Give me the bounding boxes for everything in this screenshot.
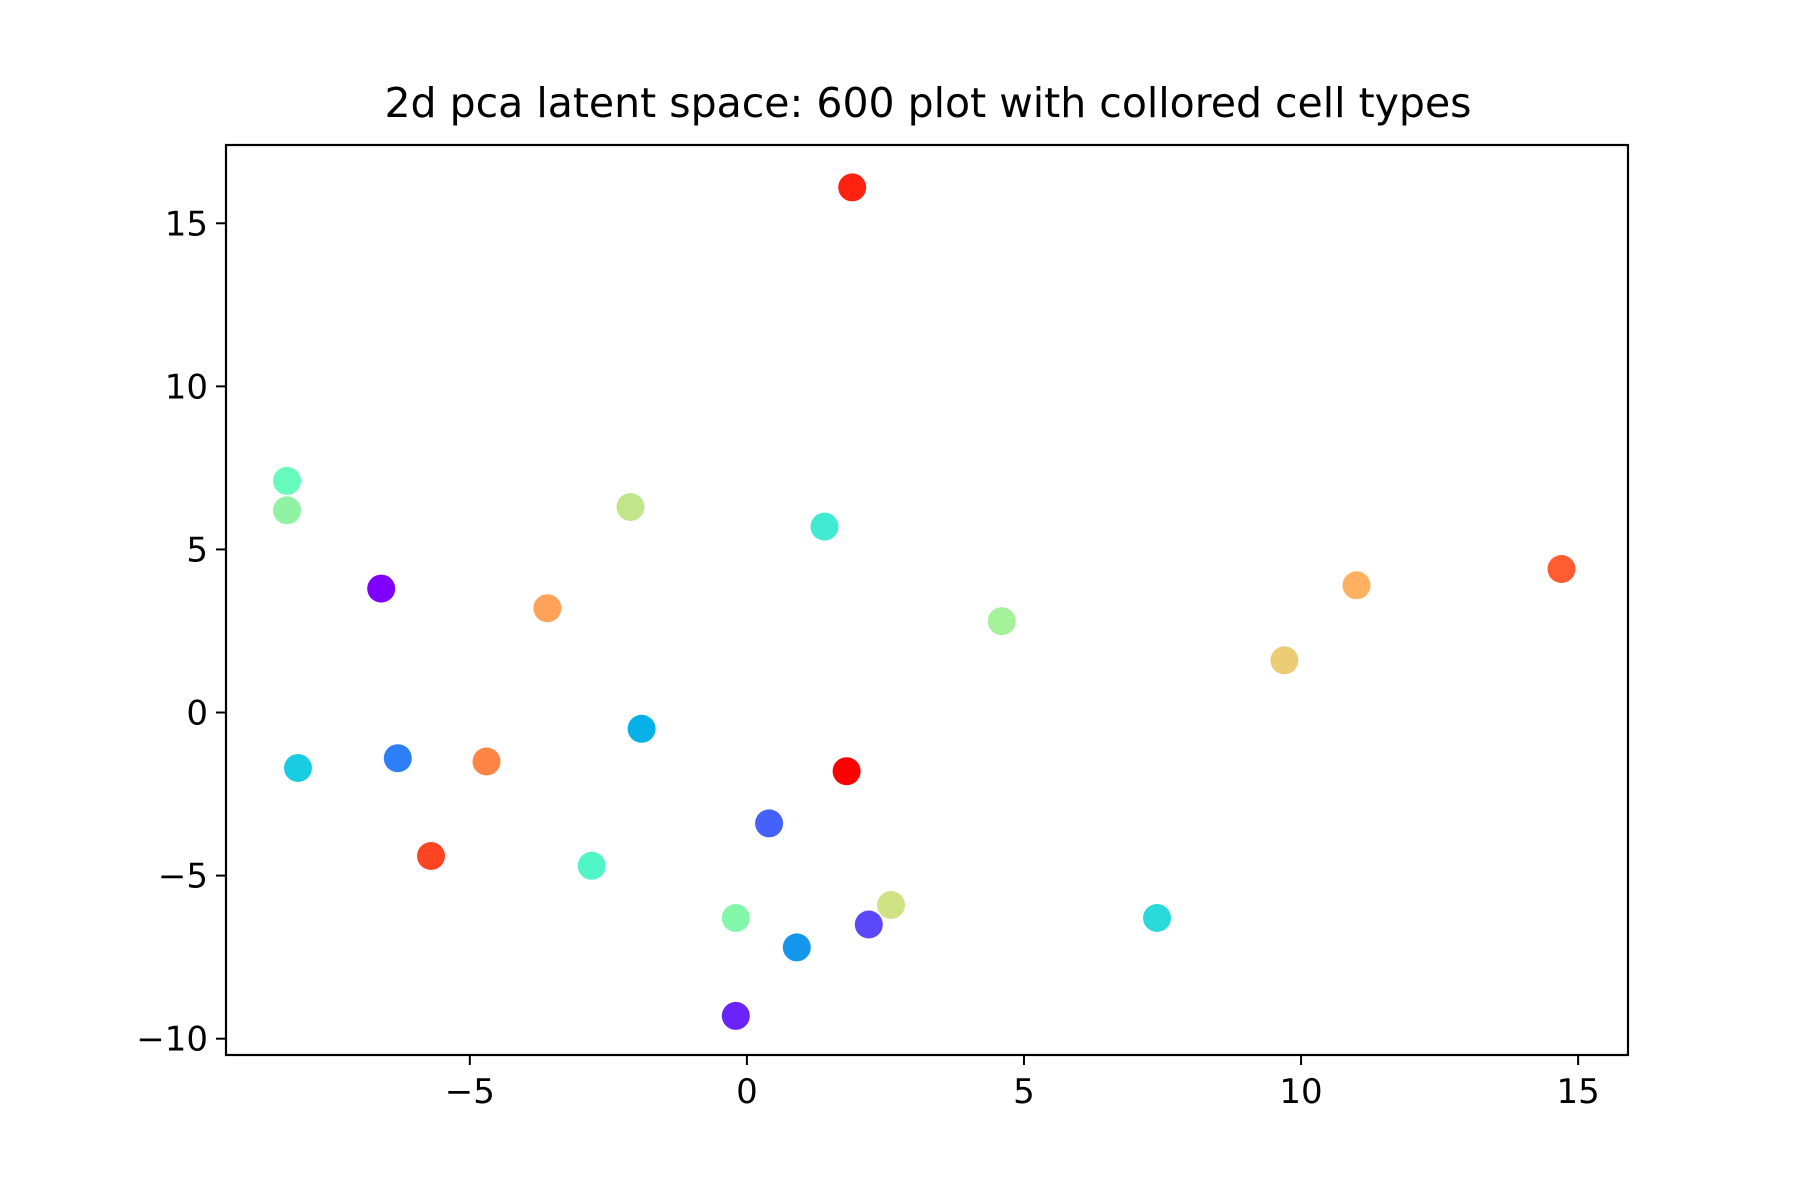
data-point-13 <box>284 754 312 782</box>
x-tick-label-3: 5 <box>1013 1072 1035 1112</box>
x-tick-label-5: 15 <box>1556 1072 1599 1112</box>
data-point-17 <box>755 809 784 838</box>
data-point-18 <box>417 842 445 870</box>
data-point-1 <box>838 173 867 202</box>
y-tick-label-4: 5 <box>186 530 208 570</box>
data-point-16 <box>832 757 861 786</box>
data-point-15 <box>472 747 501 776</box>
x-tick-label-1: −5 <box>445 1072 495 1112</box>
data-point-3 <box>273 496 301 525</box>
y-tick-label-3: 0 <box>186 694 208 734</box>
data-point-7 <box>533 594 562 623</box>
data-point-6 <box>367 574 396 603</box>
data-point-19 <box>577 851 606 880</box>
data-point-25 <box>721 1001 750 1030</box>
data-point-21 <box>877 891 905 919</box>
data-point-11 <box>1270 646 1299 675</box>
y-tick-label-2: −5 <box>158 857 208 897</box>
axes: −5 0 5 10 15 −10 −5 0 5 10 15 <box>136 143 1630 1112</box>
data-point-8 <box>987 607 1016 636</box>
plot-marks <box>273 173 1576 1030</box>
data-point-12 <box>627 714 656 743</box>
data-point-14 <box>383 744 412 773</box>
y-tick-label-5: 10 <box>165 367 208 407</box>
data-point-4 <box>616 493 645 521</box>
data-point-2 <box>273 466 301 495</box>
data-point-23 <box>782 933 811 962</box>
plot-frame <box>224 143 1630 1057</box>
data-point-5 <box>810 512 839 541</box>
x-tick-label-2: 0 <box>736 1072 758 1112</box>
chart-title: 2d pca latent space: 600 plot with collo… <box>384 79 1471 127</box>
data-point-10 <box>1342 571 1371 600</box>
data-point-9 <box>1547 555 1576 583</box>
data-point-20 <box>721 904 750 932</box>
x-tick-label-4: 10 <box>1279 1072 1322 1112</box>
data-point-22 <box>854 910 883 939</box>
data-point-24 <box>1143 904 1171 932</box>
y-tick-label-1: −10 <box>136 1020 208 1060</box>
y-tick-label-6: 15 <box>165 204 208 244</box>
